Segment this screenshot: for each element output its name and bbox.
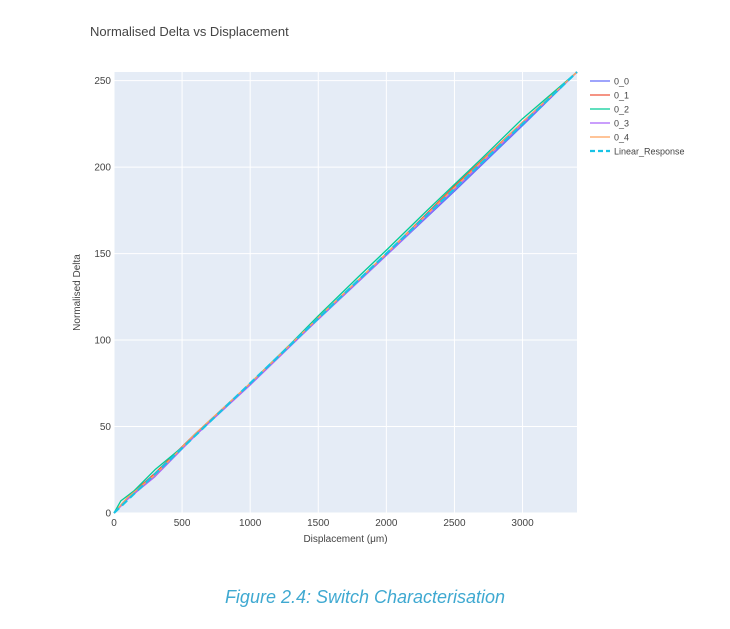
legend-item-label: 0_4 [614,133,629,143]
x-tick-label: 0 [111,518,117,529]
legend-item-label: 0_3 [614,119,629,129]
y-tick-label: 100 [94,336,111,347]
legend: 0_0 0_1 0_2 0_3 0_4 Linear_Response [590,77,685,157]
series-line-linear-response [113,71,578,514]
x-tick-label: 1500 [307,518,330,529]
chart-title: Normalised Delta vs Displacement [90,24,289,39]
legend-item-label: Linear_Response [614,147,685,157]
series-lines [113,71,578,514]
y-tick-label: 150 [94,249,111,260]
x-tick-label: 3000 [511,518,534,529]
x-tick-label: 2000 [375,518,398,529]
tick-labels: 0 500 1000 1500 2000 2500 3000 0 50 100 150 200 250 [94,76,534,529]
y-tick-label: 200 [94,163,111,174]
legend-item-label: 0_0 [614,77,629,87]
x-tick-label: 500 [174,518,191,529]
y-tick-label: 50 [100,422,112,433]
y-tick-label: 250 [94,76,111,87]
x-tick-label: 1000 [239,518,262,529]
x-tick-label: 2500 [443,518,466,529]
x-axis-label: Displacement (μm) [303,534,387,545]
figure-caption: Figure 2.4: Switch Characterisation [224,587,506,607]
legend-item-label: 0_1 [614,91,629,101]
y-tick-label: 0 [105,509,111,520]
grid [113,72,577,514]
y-axis-label: Normalised Delta [72,254,83,331]
legend-item-label: 0_2 [614,105,629,115]
